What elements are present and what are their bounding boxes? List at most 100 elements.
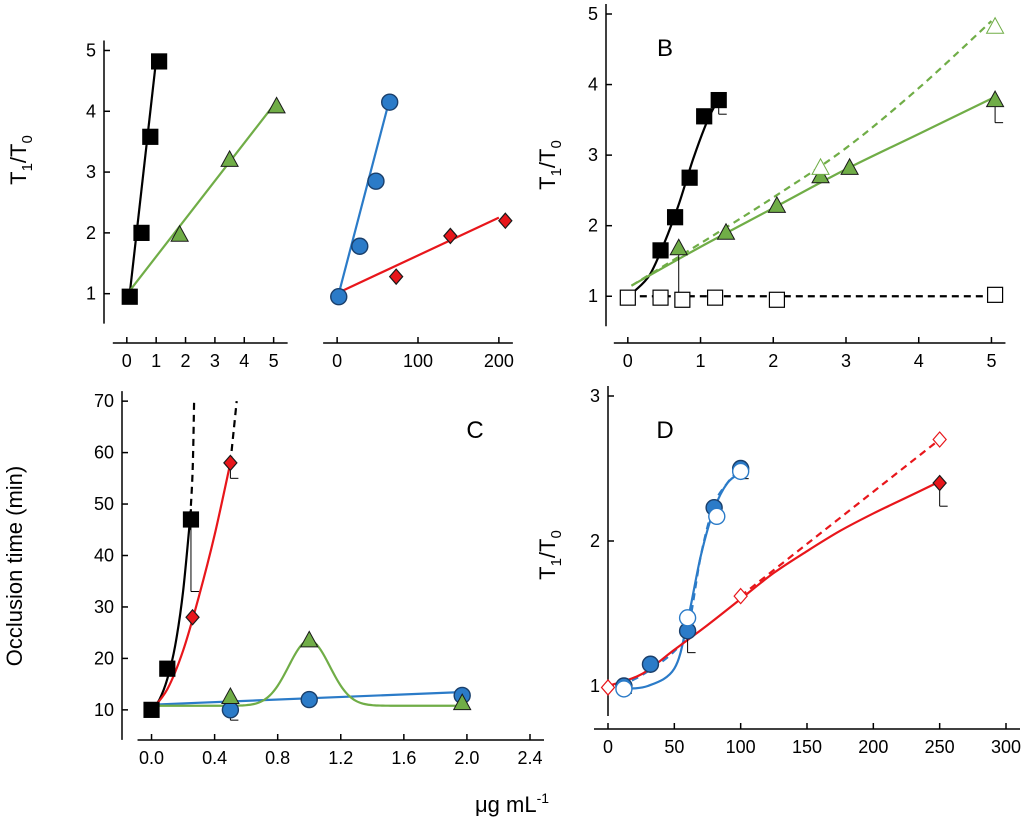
x-tick-label: 0 xyxy=(122,351,132,371)
data-point-triangle xyxy=(452,693,472,711)
data-point-triangle xyxy=(299,630,319,648)
data-point-diamond xyxy=(443,227,458,245)
data-point-circle xyxy=(300,690,318,709)
y-axis-title-part: T xyxy=(535,176,560,189)
data-point-square xyxy=(143,701,160,718)
y-tick-label: 40 xyxy=(94,546,114,566)
data-point-diamond xyxy=(600,679,616,696)
data-point-triangle xyxy=(840,157,859,175)
data-point-triangle xyxy=(985,16,1005,34)
y-tick-label: 2 xyxy=(86,223,96,243)
shared-x-axis-label: μg mL-1 xyxy=(475,790,549,817)
fit-line xyxy=(128,59,158,294)
fit-line xyxy=(607,480,941,688)
y-axis-title: T1/T0 xyxy=(535,530,565,580)
panel-c: 0.0 0.4 0.8 1.2 1.6 2.0 2.4 10 20 30 40 50 60 70 Occlu… xyxy=(2,391,544,768)
data-point-triangle xyxy=(716,222,736,240)
panel-letter: A xyxy=(0,0,8,6)
data-point-diamond xyxy=(388,268,404,286)
data-point-square xyxy=(151,53,168,70)
x-tick-label: 3 xyxy=(210,351,220,371)
fit-line xyxy=(338,216,500,294)
data-point-circle xyxy=(731,462,750,481)
fit-line xyxy=(128,104,275,292)
data-point-triangle xyxy=(669,238,689,256)
data-point-square xyxy=(986,286,1004,303)
y-axis-title-part: 0 xyxy=(548,140,565,148)
data-point-circle xyxy=(221,701,240,719)
y-tick-label: 1 xyxy=(86,284,96,304)
data-point-square xyxy=(710,91,727,109)
panel-a-right: 0 100 200 A xyxy=(0,0,514,371)
y-tick-label: 2 xyxy=(590,531,600,551)
y-axis-title: Occlusion time (min) xyxy=(2,466,27,666)
data-point-triangle xyxy=(267,96,286,114)
y-tick-label: 10 xyxy=(94,700,114,720)
data-point-circle xyxy=(641,655,660,673)
data-point-square xyxy=(706,289,724,306)
y-tick-label: 2 xyxy=(588,216,598,236)
y-axis-title-part: T xyxy=(6,171,31,184)
y-tick-label: 4 xyxy=(588,75,598,95)
y-tick-label: 1 xyxy=(588,286,598,306)
data-point-square xyxy=(182,511,200,528)
data-point-circle xyxy=(330,288,348,306)
y-axis-title-part: 0 xyxy=(19,135,36,143)
y-tick-label: 3 xyxy=(588,145,598,165)
x-tick-label: 1 xyxy=(151,351,161,371)
x-tick-label: 5 xyxy=(986,351,996,371)
data-point-diamond xyxy=(185,608,200,626)
data-point-circle xyxy=(380,93,399,111)
data-point-diamond xyxy=(733,587,748,605)
data-point-square xyxy=(768,291,786,308)
data-point-triangle xyxy=(811,157,830,175)
y-tick-label: 60 xyxy=(94,443,114,463)
data-point-diamond xyxy=(932,474,947,492)
y-tick-label: 20 xyxy=(94,648,114,668)
y-axis-title: T1/T0 xyxy=(535,140,565,190)
data-point-square xyxy=(142,128,159,145)
y-tick-label: 30 xyxy=(94,597,114,617)
fit-line xyxy=(621,471,742,690)
y-axis-title-part: /T xyxy=(535,148,560,168)
data-point-triangle xyxy=(985,90,1005,108)
data-point-square xyxy=(121,288,138,305)
data-point-square xyxy=(674,291,691,308)
y-tick-label: 3 xyxy=(590,386,600,406)
fit-line xyxy=(739,438,941,597)
x-tick-label: 200 xyxy=(858,737,888,757)
data-point-circle xyxy=(615,680,633,698)
data-point-triangle xyxy=(811,166,830,184)
x-tick-label: 100 xyxy=(403,351,433,371)
y-axis-title-part: 0 xyxy=(548,530,565,538)
x-tick-label: 200 xyxy=(484,351,514,371)
x-tick-label: 2 xyxy=(181,351,191,371)
x-tick-label: 0.4 xyxy=(202,748,227,768)
fit-line xyxy=(229,401,238,463)
data-point-diamond xyxy=(498,212,513,230)
fit-line xyxy=(634,98,720,292)
x-tick-label: 3 xyxy=(841,351,851,371)
y-tick-label: 1 xyxy=(590,676,600,696)
y-axis-title-part: T xyxy=(535,566,560,579)
fit-line xyxy=(630,97,992,287)
panel-letter: D xyxy=(656,417,673,444)
x-tick-label: 4 xyxy=(914,351,924,371)
y-tick-label: 5 xyxy=(86,40,96,60)
y-tick-label: 70 xyxy=(94,391,114,411)
data-point-triangle xyxy=(221,686,240,704)
x-tick-label: 1 xyxy=(696,351,706,371)
panel-letter: B xyxy=(657,35,673,62)
y-tick-label: 3 xyxy=(86,162,96,182)
y-axis-title-part: /T xyxy=(6,143,31,163)
data-point-triangle xyxy=(767,195,787,213)
y-axis-title-part: 1 xyxy=(548,558,565,566)
data-point-square xyxy=(133,224,150,241)
x-tick-label: 2 xyxy=(768,351,778,371)
x-tick-label: 50 xyxy=(664,737,684,757)
y-axis-title-part: 1 xyxy=(548,168,565,176)
x-tick-label: 100 xyxy=(726,737,756,757)
